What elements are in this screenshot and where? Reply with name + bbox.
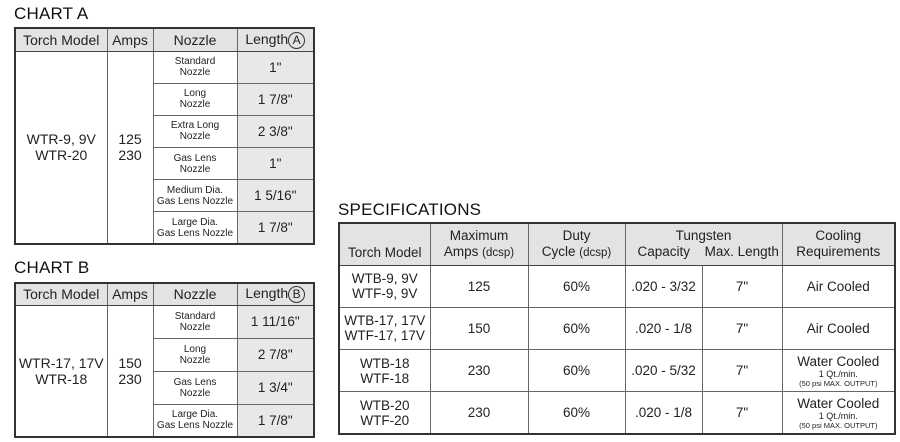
header-max-length: Max. Length bbox=[702, 244, 783, 266]
table-row: WTB-9, 9V WTF-9, 9V 125 60% .020 - 3/32 7… bbox=[338, 264, 896, 308]
chart-a-title: CHART A bbox=[14, 4, 89, 23]
length-cell: 2 3/8" bbox=[236, 114, 315, 149]
max-amps-cell: 150 bbox=[429, 306, 529, 351]
torch-model-cell: WTB-20 WTF-20 bbox=[338, 391, 431, 435]
max-amps-cell: 125 bbox=[429, 264, 529, 308]
nozzle-cell: Large Dia. Gas Lens Nozzle bbox=[152, 403, 238, 438]
length-cell: 1" bbox=[236, 50, 315, 84]
nozzle-cell: Gas Lens Nozzle bbox=[152, 370, 238, 405]
length-marker: B bbox=[288, 286, 306, 304]
header-torch-model: Torch Model bbox=[14, 282, 108, 306]
capacity-cell: .020 - 5/32 bbox=[624, 349, 703, 393]
length-cell: 1 3/4" bbox=[236, 370, 315, 405]
torch-model-cell: WTR-9, 9V WTR-20 bbox=[14, 50, 108, 245]
header-tungsten: Tungsten bbox=[624, 222, 783, 245]
amps-cell: 150 230 bbox=[106, 304, 154, 438]
duty-cycle-cell: 60% bbox=[527, 391, 626, 435]
header-amps: Amps bbox=[106, 282, 154, 306]
header-duty-cycle: Duty Cycle (dcsp) bbox=[527, 222, 626, 266]
cooling-cell: Water Cooled 1 Qt./min. (50 psi MAX. OUTPU… bbox=[781, 391, 896, 435]
torch-model-cell: WTR-17, 17V WTR-18 bbox=[14, 304, 108, 438]
header-capacity: Capacity bbox=[624, 244, 702, 266]
amps-cell: 125 230 bbox=[106, 50, 154, 245]
header-nozzle: Nozzle bbox=[152, 282, 238, 306]
length-cell: 1 5/16" bbox=[236, 179, 315, 213]
table-row: Long Nozzle 2 7/8" bbox=[15, 337, 315, 372]
nozzle-cell: Large Dia. Gas Lens Nozzle bbox=[152, 211, 238, 245]
capacity-cell: .020 - 1/8 bbox=[624, 391, 703, 435]
length-cell: 1 7/8" bbox=[236, 82, 315, 116]
length-marker: A bbox=[288, 31, 306, 49]
header-torch-model: Torch Model bbox=[338, 222, 431, 266]
nozzle-cell: Long Nozzle bbox=[152, 337, 238, 372]
nozzle-cell: Standard Nozzle bbox=[152, 304, 238, 339]
specifications-table: Torch Model Maximum Amps (dcsp) Duty Cycle… bbox=[338, 222, 897, 435]
nozzle-cell: Standard Nozzle bbox=[152, 50, 238, 84]
duty-cycle-cell: 60% bbox=[527, 306, 626, 351]
header-amps: Amps bbox=[106, 27, 154, 52]
nozzle-cell: Medium Dia. Gas Lens Nozzle bbox=[152, 179, 238, 213]
table-row: WTB-20 WTF-20 230 60% .020 - 1/8 7" Water… bbox=[338, 391, 896, 435]
torch-model-cell: WTB-9, 9V WTF-9, 9V bbox=[338, 264, 431, 308]
length-cell: 1" bbox=[236, 147, 315, 181]
length-cell: 1 7/8" bbox=[236, 211, 315, 245]
max-length-cell: 7" bbox=[701, 306, 783, 351]
header-max-amps: Maximum Amps (dcsp) bbox=[429, 222, 529, 266]
cooling-note: (50 psi MAX. OUTPUT) bbox=[799, 378, 878, 388]
header-cooling: Cooling Requirements bbox=[781, 222, 896, 266]
cooling-note: 1 Qt./min. bbox=[818, 410, 858, 421]
cooling-cell: Air Cooled bbox=[781, 306, 896, 351]
table-row: WTR-9, 9V WTR-20 125 230 Standard Nozzle 1" bbox=[14, 50, 315, 245]
duty-cycle-cell: 60% bbox=[527, 264, 626, 308]
chart-b-title: CHART B bbox=[14, 258, 90, 277]
header-length: Length B bbox=[236, 282, 315, 306]
cooling-cell: Water Cooled 1 Qt./min. (50 psi MAX. OUTPU… bbox=[781, 349, 896, 393]
torch-model-cell: WTB-18 WTF-18 bbox=[338, 349, 431, 393]
table-row: WTB-18 WTF-18 230 60% .020 - 5/32 7" Wate… bbox=[338, 349, 896, 393]
cooling-note: (50 psi MAX. OUTPUT) bbox=[799, 420, 878, 430]
length-cell: 2 7/8" bbox=[236, 337, 315, 372]
table-row: Long Nozzle 1 7/8" bbox=[15, 82, 315, 116]
cooling-cell: Air Cooled bbox=[781, 264, 896, 308]
max-amps-cell: 230 bbox=[429, 349, 529, 393]
table-row: WTB-17, 17V WTF-17, 17V 150 60% .020 - 1/… bbox=[338, 306, 896, 351]
header-torch-model: Torch Model bbox=[14, 27, 108, 52]
table-row: Gas Lens Nozzle 1 3/4" bbox=[15, 370, 315, 405]
length-cell: 1 11/16" bbox=[236, 304, 315, 339]
max-length-cell: 7" bbox=[701, 349, 783, 393]
header-length: Length A bbox=[236, 27, 315, 52]
cooling-note: 1 Qt./min. bbox=[818, 368, 858, 379]
length-cell: 1 7/8" bbox=[236, 403, 315, 438]
duty-cycle-cell: 60% bbox=[527, 349, 626, 393]
max-length-cell: 7" bbox=[701, 391, 783, 435]
torch-model-cell: WTB-17, 17V WTF-17, 17V bbox=[338, 306, 431, 351]
capacity-cell: .020 - 3/32 bbox=[624, 264, 703, 308]
table-row: WTR-17, 17V WTR-18 150 230 Standard Nozzle 1… bbox=[14, 304, 315, 438]
table-row: Large Dia. Gas Lens Nozzle 1 7/8" bbox=[15, 211, 315, 245]
max-length-cell: 7" bbox=[701, 264, 783, 308]
chart-a-table: Torch Model Amps Nozzle Length A WTR-9, 9… bbox=[14, 27, 315, 245]
chart-b-table: Torch Model Amps Nozzle Length B WTR-17, … bbox=[14, 282, 315, 438]
capacity-cell: .020 - 1/8 bbox=[624, 306, 703, 351]
nozzle-cell: Long Nozzle bbox=[152, 82, 238, 116]
nozzle-cell: Extra Long Nozzle bbox=[152, 114, 238, 149]
table-row: Medium Dia. Gas Lens Nozzle 1 5/16" bbox=[15, 179, 315, 213]
table-row: Large Dia. Gas Lens Nozzle 1 7/8" bbox=[15, 403, 315, 438]
specifications-title: SPECIFICATIONS bbox=[338, 200, 482, 219]
nozzle-cell: Gas Lens Nozzle bbox=[152, 147, 238, 181]
header-nozzle: Nozzle bbox=[152, 27, 238, 52]
max-amps-cell: 230 bbox=[429, 391, 529, 435]
